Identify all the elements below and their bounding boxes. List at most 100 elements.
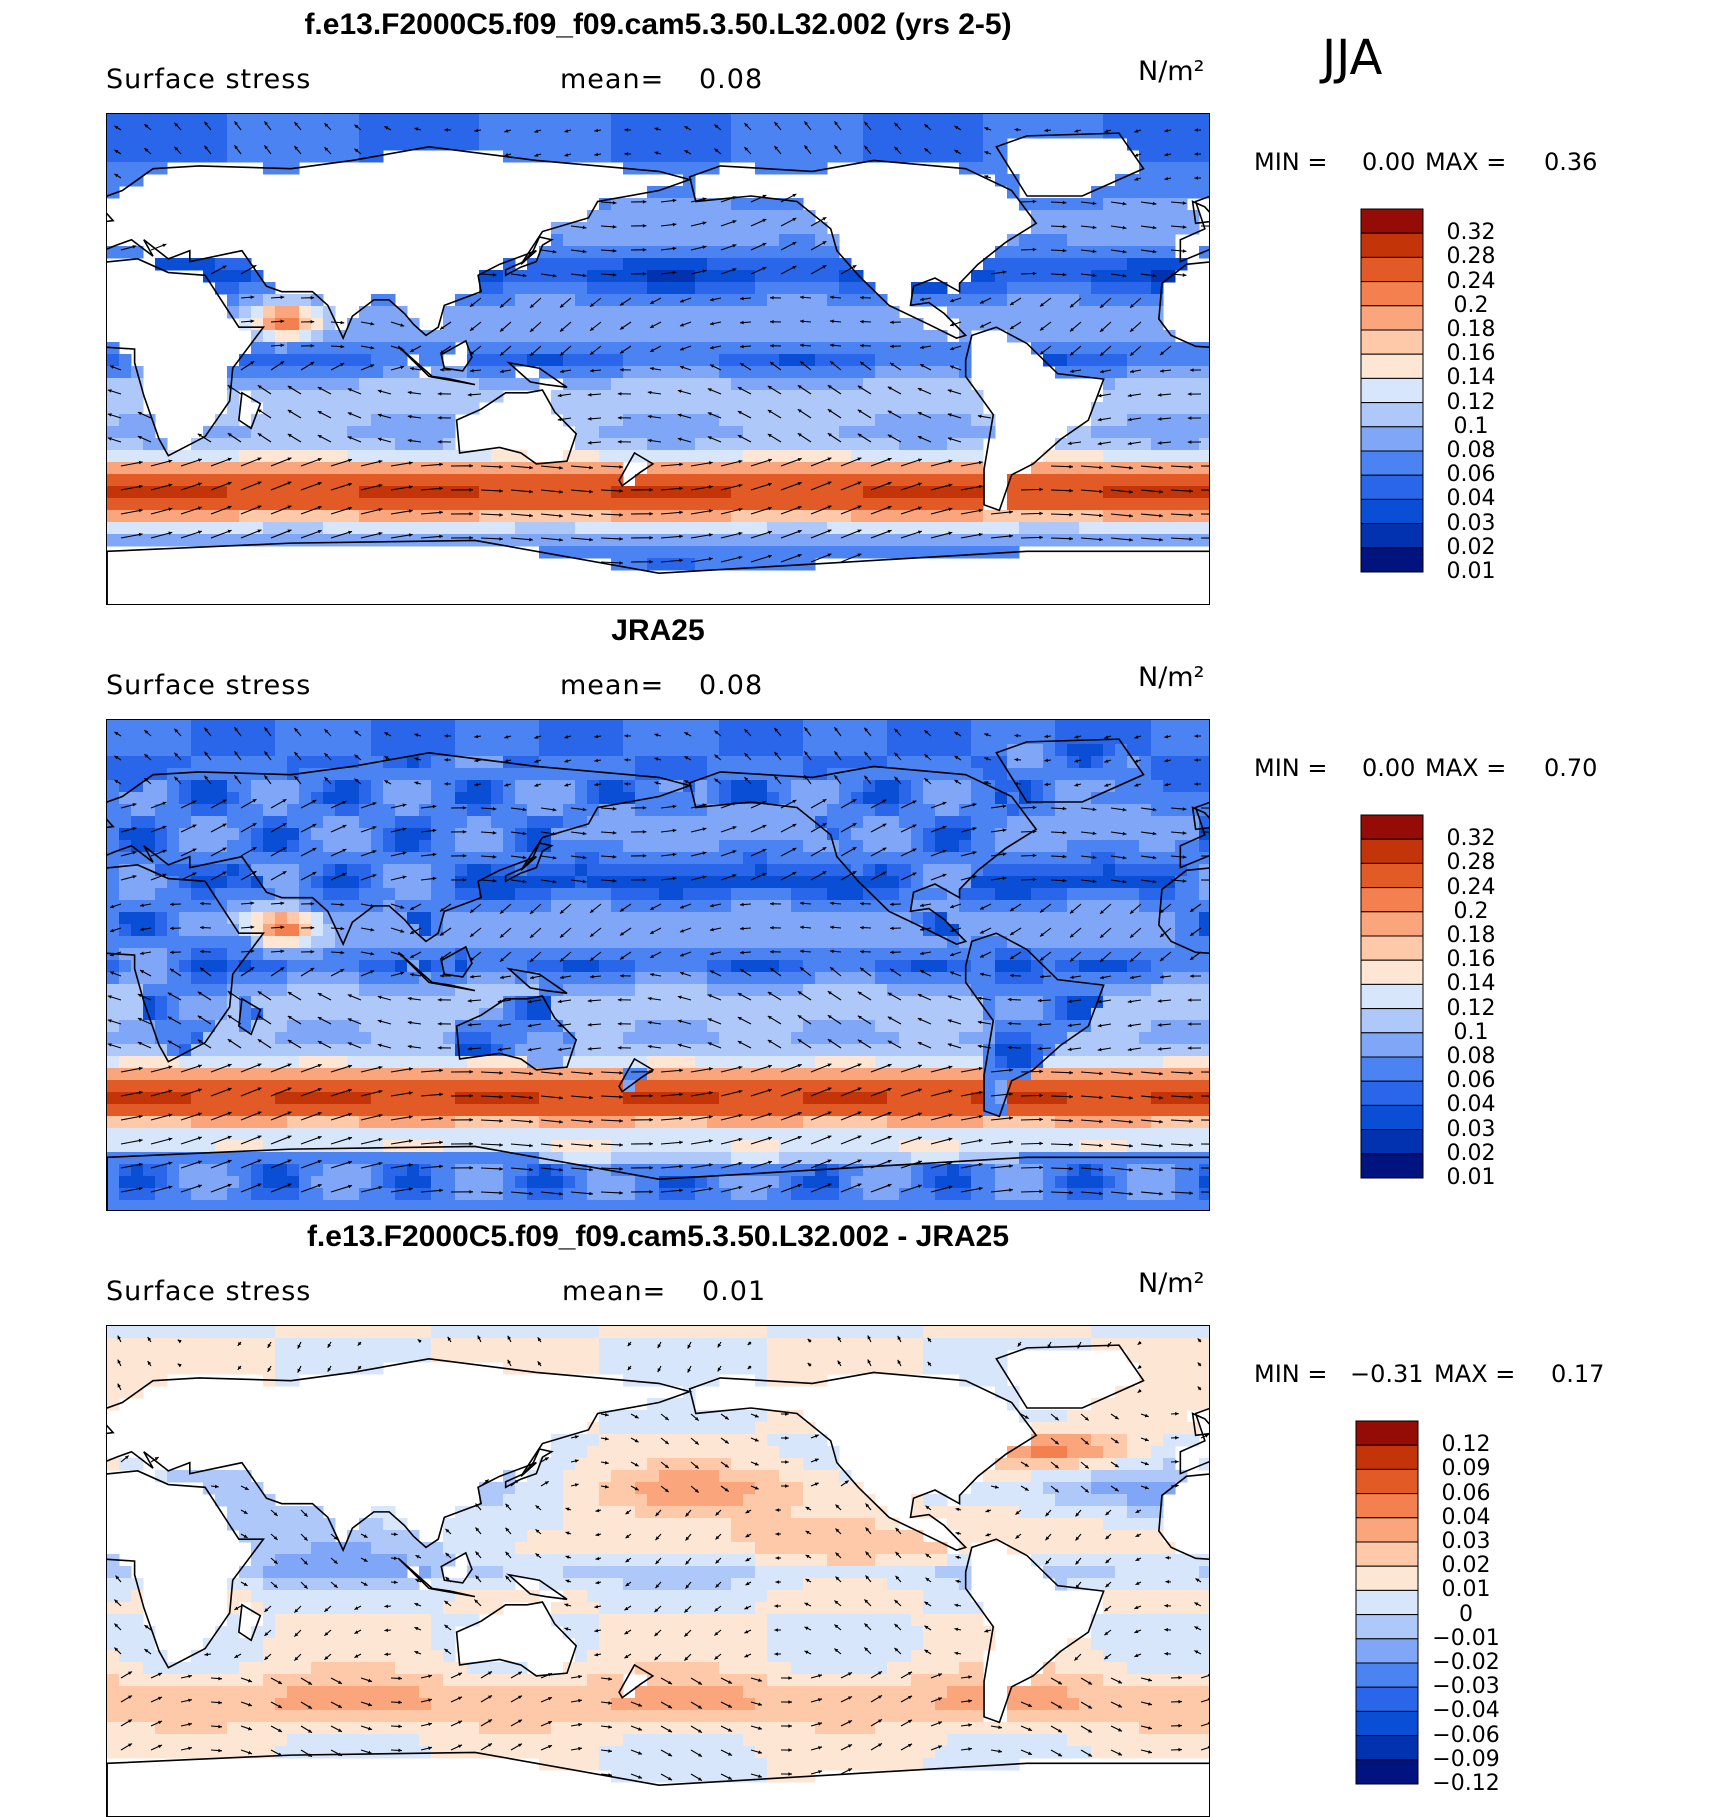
- field-cell: [875, 114, 888, 127]
- field-cell: [455, 888, 468, 901]
- field-cell: [659, 126, 672, 139]
- field-cell: [587, 306, 600, 319]
- field-cell: [575, 534, 588, 547]
- field-cell: [263, 414, 276, 427]
- field-cell: [683, 462, 696, 475]
- field-cell: [659, 330, 672, 343]
- field-cell: [1175, 780, 1188, 793]
- field-cell: [695, 294, 708, 307]
- field-cell: [899, 498, 912, 511]
- field-cell: [839, 450, 852, 463]
- field-cell: [527, 114, 540, 127]
- field-cell: [1115, 306, 1128, 319]
- field-cell: [443, 330, 456, 343]
- field-cell: [407, 828, 420, 841]
- field-cell: [359, 804, 372, 817]
- field-cell: [671, 498, 684, 511]
- field-cell: [971, 438, 984, 451]
- field-cell: [827, 756, 840, 769]
- field-cell: [767, 270, 780, 283]
- field-cell: [1007, 816, 1020, 829]
- field-cell: [575, 234, 588, 247]
- field-cell: [803, 330, 816, 343]
- field-cell: [695, 756, 708, 769]
- field-cell: [1163, 462, 1176, 475]
- field-cell: [419, 816, 432, 829]
- field-cell: [431, 450, 444, 463]
- field-cell: [1127, 354, 1140, 367]
- field-cell: [791, 318, 804, 331]
- field-cell: [335, 840, 348, 853]
- field-cell: [731, 270, 744, 283]
- field-cell: [707, 840, 720, 853]
- field-cell: [1199, 732, 1210, 745]
- field-cell: [395, 768, 408, 781]
- field-cell: [791, 888, 804, 901]
- field-cell: [1115, 522, 1128, 535]
- field-cell: [287, 780, 300, 793]
- field-cell: [755, 330, 768, 343]
- field-cell: [131, 450, 144, 463]
- field-cell: [371, 876, 384, 889]
- field-cell: [755, 306, 768, 319]
- field-cell: [299, 864, 312, 877]
- field-cell: [1019, 744, 1032, 757]
- field-cell: [623, 222, 636, 235]
- field-cell: [707, 450, 720, 463]
- field-cell: [1055, 246, 1068, 259]
- field-cell: [491, 744, 504, 757]
- panel-1-map: [106, 113, 1210, 605]
- field-cell: [311, 330, 324, 343]
- field-cell: [131, 438, 144, 451]
- field-cell: [1163, 390, 1176, 403]
- field-cell: [911, 756, 924, 769]
- field-cell: [959, 474, 972, 487]
- field-cell: [503, 828, 516, 841]
- field-cell: [851, 270, 864, 283]
- field-cell: [1199, 414, 1210, 427]
- field-cell: [251, 378, 264, 391]
- field-cell: [707, 852, 720, 865]
- field-cell: [1199, 162, 1210, 175]
- field-cell: [1163, 114, 1176, 127]
- field-cell: [1175, 498, 1188, 511]
- field-cell: [1091, 210, 1104, 223]
- field-cell: [995, 246, 1008, 259]
- field-cell: [923, 792, 936, 805]
- field-cell: [275, 126, 288, 139]
- field-cell: [1079, 732, 1092, 745]
- field-cell: [815, 756, 828, 769]
- field-cell: [419, 342, 432, 355]
- field-cell: [623, 522, 636, 535]
- field-cell: [263, 450, 276, 463]
- field-cell: [1139, 234, 1152, 247]
- field-cell: [995, 840, 1008, 853]
- panel-1-units: N/m²: [1138, 56, 1204, 87]
- field-cell: [1175, 852, 1188, 865]
- field-cell: [251, 804, 264, 817]
- panel-1-max-label: MAX =: [1425, 148, 1506, 176]
- field-cell: [863, 720, 876, 733]
- field-cell: [251, 888, 264, 901]
- field-cell: [983, 510, 996, 523]
- field-cell: [1139, 390, 1152, 403]
- field-cell: [551, 780, 564, 793]
- field-cell: [107, 462, 120, 475]
- field-cell: [1043, 330, 1056, 343]
- field-cell: [635, 282, 648, 295]
- field-cell: [407, 888, 420, 901]
- field-cell: [875, 402, 888, 415]
- field-cell: [695, 474, 708, 487]
- field-cell: [239, 438, 252, 451]
- field-cell: [1127, 114, 1140, 127]
- field-cell: [1031, 840, 1044, 853]
- field-cell: [1127, 234, 1140, 247]
- field-cell: [659, 546, 672, 559]
- field-cell: [695, 840, 708, 853]
- field-cell: [287, 720, 300, 733]
- field-cell: [695, 426, 708, 439]
- field-cell: [611, 522, 624, 535]
- field-cell: [275, 720, 288, 733]
- field-cell: [1151, 780, 1164, 793]
- field-cell: [359, 732, 372, 745]
